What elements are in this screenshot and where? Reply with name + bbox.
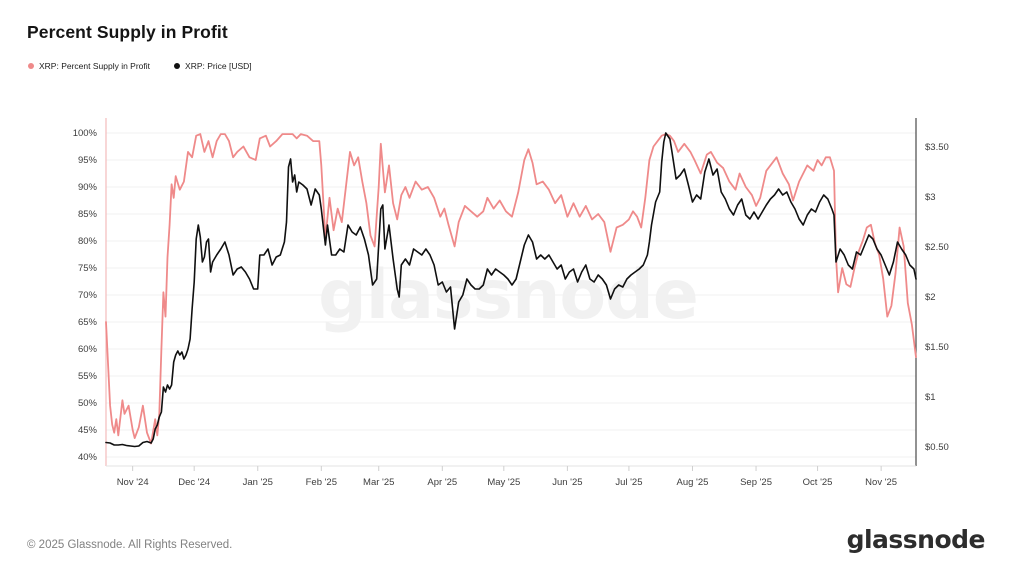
left-axis-tick-label: 45% [78, 425, 98, 436]
x-axis-tick-label: Aug '25 [677, 477, 709, 488]
x-axis-tick-label: Apr '25 [427, 477, 457, 488]
right-axis-labels: $3.50 $3 $2.50 $2 $1.50 $1 $0.50 [925, 142, 949, 453]
left-axis-tick-label: 40% [78, 452, 98, 463]
x-axis-tick-label: Jun '25 [552, 477, 582, 488]
legend-item-price[interactable]: XRP: Price [USD] [174, 61, 252, 71]
right-axis-tick-label: $1.50 [925, 342, 949, 353]
legend-label-supply-in-profit: XRP: Percent Supply in Profit [39, 61, 151, 71]
x-axis-tick-label: Nov '25 [865, 477, 897, 488]
price-line [105, 132, 917, 448]
left-axis-tick-label: 95% [78, 155, 98, 166]
x-axis-tick-label: Feb '25 [306, 477, 337, 488]
left-axis-tick-label: 85% [78, 209, 98, 220]
right-axis-tick-label: $0.50 [925, 442, 949, 453]
left-axis-tick-label: 50% [78, 398, 98, 409]
right-axis-tick-label: $2.50 [925, 242, 949, 253]
x-axis-tick-label: Nov '24 [117, 477, 149, 488]
x-axis: Nov '24 Dec '24 Jan '25 Feb '25 Mar '25 Apr '… [117, 466, 897, 488]
left-axis-tick-label: 70% [78, 290, 98, 301]
left-axis-tick-label: 80% [78, 236, 98, 247]
legend-label-price: XRP: Price [USD] [185, 61, 252, 71]
x-axis-tick-label: Jul '25 [615, 477, 642, 488]
right-axis-tick-label: $3 [925, 192, 936, 203]
left-axis-labels: 100% 95% 90% 85% 80% 75% 70% 65% 60% 55% 50% 45% 40% [73, 128, 98, 463]
right-axis-tick-label: $1 [925, 392, 936, 403]
line-chart[interactable]: glassnode100%95%90%85%80%75%70%65%60%55%… [0, 0, 1024, 510]
x-axis-tick-label: Sep '25 [740, 477, 772, 488]
x-axis-tick-label: Dec '24 [178, 477, 210, 488]
x-axis-tick-label: Mar '25 [363, 477, 394, 488]
x-axis-tick-label: Jan '25 [243, 477, 273, 488]
legend-dot-supply-in-profit-icon [28, 63, 34, 69]
left-axis-tick-label: 100% [73, 128, 98, 139]
left-axis-tick-label: 65% [78, 317, 98, 328]
chart-legend: XRP: Percent Supply in Profit XRP: Price… [28, 61, 252, 71]
left-axis-tick-label: 60% [78, 344, 98, 355]
legend-dot-price-icon [174, 63, 181, 69]
page-title: Percent Supply in Profit [27, 22, 228, 42]
x-axis-tick-label: May '25 [487, 477, 520, 488]
legend-item-supply-in-profit[interactable]: XRP: Percent Supply in Profit [28, 61, 150, 71]
left-axis-tick-label: 55% [78, 371, 98, 382]
x-axis-tick-label: Oct '25 [803, 477, 833, 488]
copyright-text: © 2025 Glassnode. All Rights Reserved. [27, 539, 233, 551]
glassnode-logo: glassnode [846, 525, 986, 554]
left-axis-tick-label: 75% [78, 263, 98, 274]
right-axis-tick-label: $2 [925, 292, 936, 303]
left-axis-tick-label: 90% [78, 182, 98, 193]
right-axis-tick-label: $3.50 [925, 142, 949, 153]
supply-in-profit-line [105, 133, 917, 445]
gridlines [106, 132, 916, 458]
